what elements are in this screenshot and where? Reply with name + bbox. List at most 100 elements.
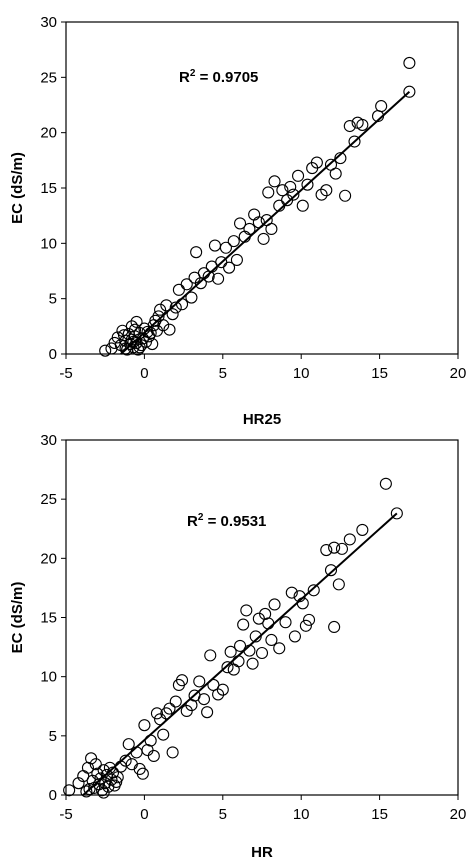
x-tick-label: 15 bbox=[371, 806, 388, 823]
x-tick-label: 0 bbox=[140, 806, 148, 823]
data-point bbox=[233, 639, 247, 652]
data-point bbox=[163, 702, 176, 715]
data-point bbox=[320, 543, 333, 557]
data-point bbox=[150, 324, 163, 337]
data-point bbox=[122, 738, 135, 751]
data-point bbox=[125, 758, 138, 771]
data-point bbox=[288, 630, 301, 643]
data-point bbox=[89, 758, 102, 771]
data-point bbox=[339, 189, 352, 202]
y-tick-label: 30 bbox=[40, 432, 57, 449]
data-point bbox=[310, 156, 323, 169]
data-point bbox=[252, 612, 265, 625]
data-point bbox=[257, 232, 270, 245]
data-point bbox=[144, 326, 157, 340]
data-point bbox=[262, 186, 275, 199]
data-point bbox=[329, 167, 342, 180]
data-point bbox=[265, 633, 278, 647]
y-tick-label: 0 bbox=[49, 346, 57, 363]
x-axis-label: HR25 bbox=[243, 411, 281, 428]
x-tick-label: 5 bbox=[219, 365, 227, 382]
data-point bbox=[227, 663, 240, 676]
data-point bbox=[268, 175, 281, 188]
data-point bbox=[144, 734, 157, 747]
data-point bbox=[197, 693, 211, 706]
x-tick-label: -5 bbox=[59, 806, 72, 823]
plot-frame bbox=[65, 439, 459, 796]
data-point bbox=[166, 308, 179, 321]
data-point bbox=[138, 719, 151, 732]
data-point bbox=[160, 299, 173, 312]
y-tick-label: 20 bbox=[40, 125, 57, 142]
data-point bbox=[279, 616, 292, 629]
data-point bbox=[302, 613, 316, 626]
data-point bbox=[169, 301, 182, 314]
data-point bbox=[276, 184, 289, 197]
data-point bbox=[97, 786, 110, 799]
data-point bbox=[255, 646, 269, 660]
x-tick-label: -5 bbox=[59, 365, 72, 382]
data-point bbox=[150, 707, 163, 720]
y-tick-label: 5 bbox=[49, 291, 57, 308]
data-point bbox=[169, 695, 182, 708]
data-point bbox=[293, 590, 306, 603]
data-point bbox=[343, 119, 356, 133]
data-point bbox=[180, 278, 193, 291]
data-point bbox=[175, 674, 189, 687]
data-point bbox=[356, 118, 369, 131]
data-point bbox=[356, 523, 369, 536]
data-point bbox=[240, 604, 253, 617]
y-tick-label: 25 bbox=[40, 69, 57, 86]
x-axis-label: HR bbox=[251, 844, 273, 857]
data-point bbox=[268, 598, 281, 611]
data-point bbox=[343, 533, 356, 546]
data-point bbox=[243, 644, 256, 657]
data-point bbox=[403, 56, 416, 69]
data-point bbox=[128, 323, 142, 336]
y-tick-label: 10 bbox=[40, 669, 57, 686]
data-point bbox=[285, 586, 298, 599]
data-point bbox=[207, 678, 220, 692]
y-tick-label: 20 bbox=[40, 550, 57, 567]
r-squared-annotation: R2 = 0.9531 bbox=[187, 512, 266, 530]
data-point bbox=[201, 706, 214, 719]
data-point bbox=[83, 783, 96, 796]
data-point bbox=[248, 208, 261, 221]
data-point bbox=[296, 597, 309, 610]
data-point bbox=[252, 216, 265, 229]
data-point bbox=[175, 298, 189, 311]
data-point bbox=[243, 222, 256, 235]
y-tick-label: 25 bbox=[40, 491, 57, 508]
data-point bbox=[166, 746, 179, 759]
data-point bbox=[136, 767, 149, 780]
data-point bbox=[190, 246, 203, 259]
data-point bbox=[216, 683, 229, 696]
y-tick-label: 5 bbox=[49, 728, 57, 745]
data-point bbox=[332, 578, 345, 591]
data-point bbox=[119, 342, 132, 355]
data-point bbox=[96, 784, 109, 797]
data-point bbox=[379, 477, 392, 490]
data-point bbox=[223, 261, 236, 274]
data-point bbox=[324, 564, 338, 577]
x-tick-label: 20 bbox=[450, 365, 467, 382]
data-point bbox=[273, 642, 286, 655]
data-point bbox=[265, 222, 278, 235]
data-point bbox=[63, 784, 76, 797]
data-point bbox=[237, 618, 250, 631]
data-point bbox=[212, 688, 225, 701]
x-tick-label: 20 bbox=[450, 806, 467, 823]
data-point bbox=[233, 217, 247, 230]
y-axis-label: EC (dS/m) bbox=[9, 152, 26, 224]
data-point bbox=[348, 135, 361, 148]
y-tick-label: 15 bbox=[40, 180, 57, 197]
data-point bbox=[117, 329, 131, 342]
data-point bbox=[246, 657, 259, 670]
data-point bbox=[157, 728, 170, 741]
data-point bbox=[284, 180, 297, 193]
y-axis-label: EC (dS/m) bbox=[9, 582, 26, 654]
y-tick-label: 30 bbox=[40, 14, 57, 31]
